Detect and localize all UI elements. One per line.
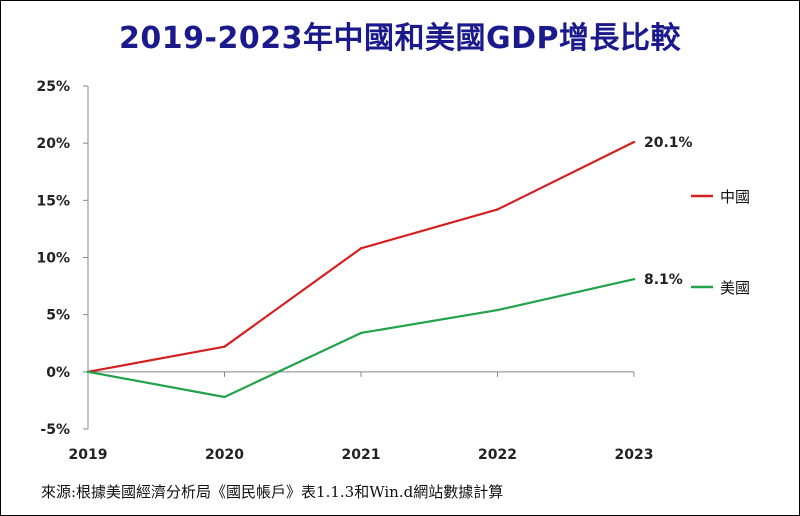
y-tick-label: 10% xyxy=(36,251,70,267)
data-point xyxy=(496,308,499,312)
x-tick-label: 2020 xyxy=(205,447,244,463)
series-lines xyxy=(86,140,636,399)
x-axis-ticks: 2019 2020 2021 2022 2023 xyxy=(69,371,654,463)
x-tick-label: 2023 xyxy=(615,447,654,463)
y-tick-label: 0% xyxy=(46,365,70,381)
legend-label: 美國 xyxy=(720,279,750,297)
end-labels: 20.1% 8.1% xyxy=(644,135,693,288)
legend-label: 中國 xyxy=(720,188,750,206)
y-tick-label: 5% xyxy=(46,308,70,324)
series-line-usa xyxy=(87,278,635,399)
y-tick-label: -5% xyxy=(40,422,70,438)
data-point xyxy=(632,278,636,281)
x-tick-label: 2019 xyxy=(69,447,108,463)
data-point xyxy=(223,395,226,399)
data-point xyxy=(223,345,226,348)
y-tick-label: 15% xyxy=(36,193,70,209)
y-axis-ticks: -5% 0% 5% 10% 15% 20% 25% xyxy=(36,79,88,438)
data-point xyxy=(496,208,499,211)
y-tick-label: 25% xyxy=(36,79,70,95)
x-tick-label: 2022 xyxy=(478,447,517,463)
data-point xyxy=(359,331,363,335)
source-note: 來源:根據美國經濟分析局《國民帳戶》表1.1.3和Win.d網站數據計算 xyxy=(41,483,504,501)
x-tick-label: 2021 xyxy=(342,447,381,463)
data-point xyxy=(86,370,90,374)
data-point xyxy=(359,247,363,250)
data-point xyxy=(632,140,636,144)
data-label: 8.1% xyxy=(644,272,683,288)
series-line-china xyxy=(87,141,635,373)
chart-title: 2019-2023年中國和美國GDP增長比較 xyxy=(119,21,681,56)
y-tick-label: 20% xyxy=(36,136,70,152)
data-label: 20.1% xyxy=(644,135,693,151)
axes xyxy=(87,86,634,429)
